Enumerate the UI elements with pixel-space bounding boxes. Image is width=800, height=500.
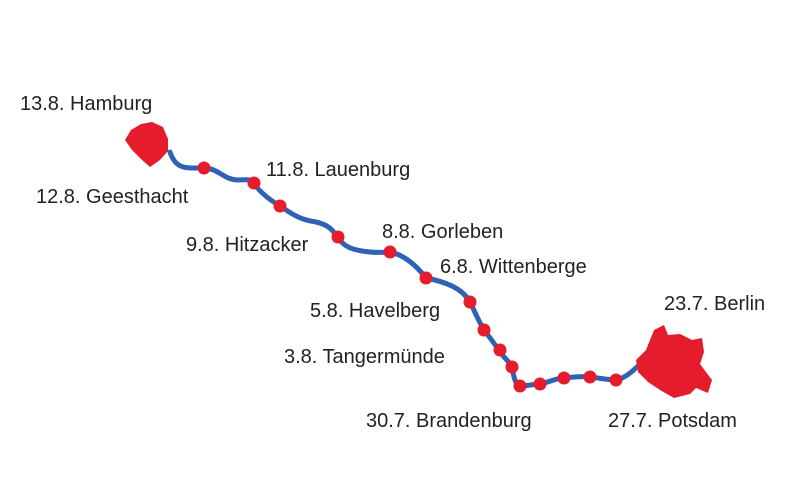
stop-marker-hitzacker [331, 230, 345, 244]
label-hitzacker: 9.8. Hitzacker [186, 234, 309, 256]
label-gorleben: 8.8. Gorleben [382, 221, 503, 243]
label-berlin: 23.7. Berlin [664, 293, 765, 315]
label-wittenberge: 6.8. Wittenberge [440, 256, 587, 278]
stop-marker-2 [477, 323, 491, 337]
stop-marker-4 [533, 377, 547, 391]
stop-marker-lauenburg [247, 176, 261, 190]
stop-marker-gorleben [383, 245, 397, 259]
stop-marker-geesthacht [197, 161, 211, 175]
stop-marker-tangermuende [505, 360, 519, 374]
label-brandenburg: 30.7. Brandenburg [366, 410, 532, 432]
stop-marker-wittenberge [419, 271, 433, 285]
berlin-city-icon [636, 325, 712, 398]
label-geesthacht: 12.8. Geesthacht [36, 186, 189, 208]
stop-marker-1 [273, 199, 287, 213]
hamburg-city-icon [125, 122, 168, 167]
label-hamburg: 13.8. Hamburg [20, 93, 152, 115]
stop-marker-6 [583, 370, 597, 384]
stop-marker-potsdam [609, 373, 623, 387]
stop-marker-brandenburg [513, 379, 527, 393]
label-potsdam: 27.7. Potsdam [608, 410, 737, 432]
stop-marker-5 [557, 371, 571, 385]
label-lauenburg: 11.8. Lauenburg [266, 159, 410, 181]
label-tangermuende: 3.8. Tangermünde [284, 346, 445, 368]
stop-marker-3 [493, 343, 507, 357]
stop-marker-havelberg [463, 295, 477, 309]
label-havelberg: 5.8. Havelberg [310, 300, 440, 322]
